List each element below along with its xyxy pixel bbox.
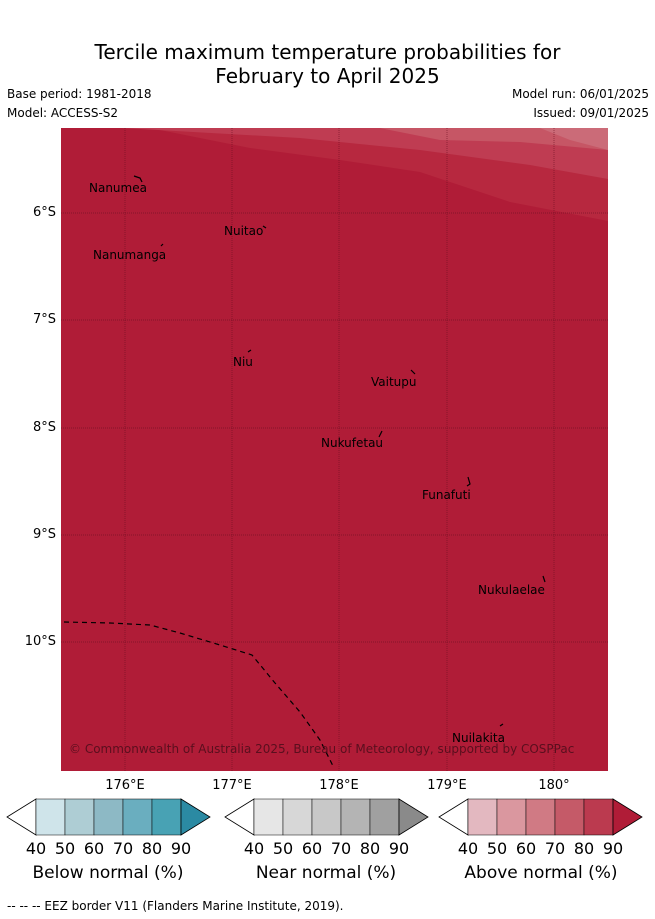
lon-label-180: 180° <box>538 778 570 793</box>
below-seg-1 <box>35 798 66 836</box>
below-tick-40: 40 <box>25 839 47 858</box>
above-seg-4 <box>554 798 585 836</box>
eez-legend-footer: -- -- -- EEZ border V11 (Flanders Marine… <box>7 899 344 913</box>
colorbar-near <box>224 798 429 836</box>
eez-border <box>63 621 335 769</box>
near-tick-40: 40 <box>243 839 265 858</box>
below-tick-50: 50 <box>54 839 76 858</box>
issued-date: Issued: 09/01/2025 <box>533 106 649 120</box>
model-name: Model: ACCESS-S2 <box>7 106 119 120</box>
below-seg-3 <box>93 798 124 836</box>
below-arrow-left <box>6 798 37 836</box>
island-label-nukulaelae: Nukulaelae <box>478 583 545 597</box>
nuitao-outline <box>262 225 267 229</box>
island-label-nanumea: Nanumea <box>89 181 147 195</box>
contour-band-40 <box>540 128 608 150</box>
nanumea-outline <box>133 175 143 183</box>
near-tick-90: 90 <box>388 839 410 858</box>
niu-outline <box>247 349 252 353</box>
lat-label-6s: 6°S <box>32 205 56 220</box>
lat-label-10s: 10°S <box>24 634 56 649</box>
title-line-1: Tercile maximum temperature probabilitie… <box>94 40 561 64</box>
island-label-vaitupu: Vaitupu <box>371 375 417 389</box>
title-line-2: February to April 2025 <box>215 64 440 88</box>
map-panel <box>61 128 608 771</box>
near-arrow-right <box>398 798 429 836</box>
lat-label-9s: 9°S <box>32 527 56 542</box>
lon-label-178e: 178°E <box>319 778 359 793</box>
lon-label-176e: 176°E <box>105 778 145 793</box>
island-label-nuilakita: Nuilakita <box>452 731 505 745</box>
island-label-funafuti: Funafuti <box>422 488 471 502</box>
lon-label-177e: 177°E <box>212 778 252 793</box>
above-tick-60: 60 <box>515 839 537 858</box>
lat-label-8s: 8°S <box>32 420 56 435</box>
island-outlines <box>133 175 546 727</box>
contour-band-50 <box>380 128 608 150</box>
above-tick-50: 50 <box>486 839 508 858</box>
nukulaelae-outline <box>542 575 546 583</box>
below-arrow-right <box>180 798 211 836</box>
nanumanga-outline <box>160 243 164 247</box>
above-seg-5 <box>583 798 614 836</box>
model-run: Model run: 06/01/2025 <box>511 87 649 101</box>
island-label-nukufetau: Nukufetau <box>321 436 384 450</box>
lon-label-179e: 179°E <box>427 778 467 793</box>
above-seg-3 <box>525 798 556 836</box>
copyright-notice: © Commonwealth of Australia 2025, Bureau… <box>69 742 575 756</box>
below-tick-60: 60 <box>83 839 105 858</box>
nuilakita-outline <box>499 723 504 727</box>
above-tick-40: 40 <box>457 839 479 858</box>
above-arrow-left <box>438 798 469 836</box>
near-seg-5 <box>369 798 400 836</box>
colorbar-above <box>438 798 643 836</box>
below-tick-90: 90 <box>170 839 192 858</box>
probability-fill <box>61 128 608 771</box>
colorbar-below <box>6 798 211 836</box>
island-label-nuitao: Nuitao <box>224 224 264 238</box>
colorbar-below-title: Below normal (%) <box>32 863 184 883</box>
above-tick-90: 90 <box>602 839 624 858</box>
near-seg-4 <box>340 798 371 836</box>
near-tick-50: 50 <box>272 839 294 858</box>
above-seg-2 <box>496 798 527 836</box>
near-tick-60: 60 <box>301 839 323 858</box>
above-seg-1 <box>467 798 498 836</box>
below-tick-70: 70 <box>112 839 134 858</box>
below-seg-5 <box>151 798 182 836</box>
base-period: Base period: 1981-2018 <box>7 87 152 101</box>
near-seg-3 <box>311 798 342 836</box>
near-seg-1 <box>253 798 284 836</box>
island-label-nanumanga: Nanumanga <box>93 248 167 262</box>
vaitupu-outline <box>410 369 416 375</box>
above-tick-70: 70 <box>544 839 566 858</box>
below-seg-4 <box>122 798 153 836</box>
above-tick-80: 80 <box>573 839 595 858</box>
colorbar-above-title: Above normal (%) <box>464 863 618 883</box>
funafuti-outline <box>466 476 471 487</box>
near-tick-80: 80 <box>359 839 381 858</box>
map-title: Tercile maximum temperature probabilitie… <box>0 40 655 88</box>
lat-label-7s: 7°S <box>32 312 56 327</box>
colorbar-near-title: Near normal (%) <box>255 863 397 883</box>
island-label-niu: Niu <box>233 355 253 369</box>
below-tick-80: 80 <box>141 839 163 858</box>
near-arrow-left <box>224 798 255 836</box>
near-tick-70: 70 <box>330 839 352 858</box>
below-seg-2 <box>64 798 95 836</box>
near-seg-2 <box>282 798 313 836</box>
above-arrow-right <box>612 798 643 836</box>
nukufetau-outline <box>378 430 383 438</box>
